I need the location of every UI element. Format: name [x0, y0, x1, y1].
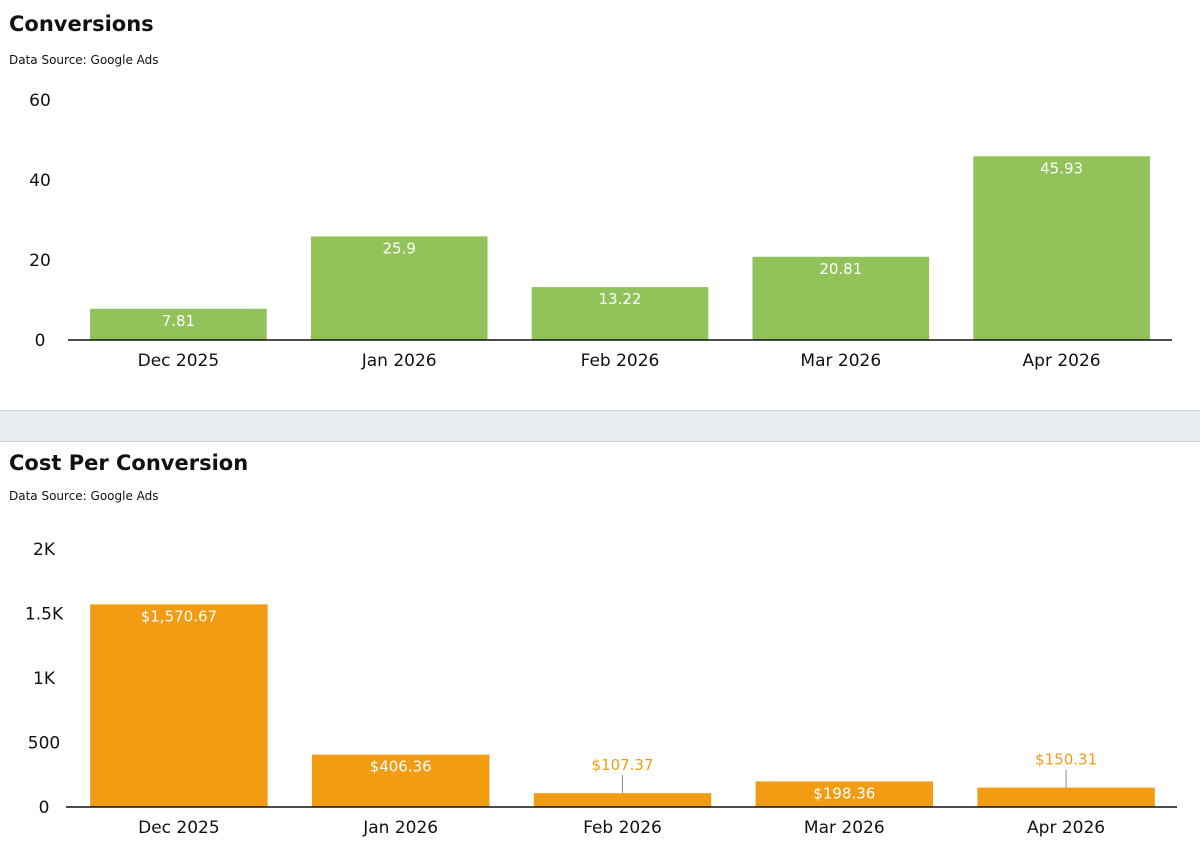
data-label: $406.36 [370, 758, 432, 776]
chart-title: Conversions [9, 12, 154, 36]
bar [973, 156, 1150, 340]
x-tick-label: Apr 2026 [1027, 818, 1105, 838]
data-label: 25.9 [382, 239, 415, 257]
chart-title: Cost Per Conversion [9, 451, 249, 475]
cost-per-conversion-chart: 0 500 1K 1.5K 2K $1,570.67 Dec 2025 $406.36 Jan … [25, 540, 1177, 838]
data-label: 13.22 [599, 290, 642, 308]
cost-per-conversion-panel: Cost Per Conversion Data Source: Google … [0, 442, 1200, 864]
x-tick-label: Jan 2026 [362, 818, 438, 838]
x-tick-label: Jan 2026 [361, 351, 437, 371]
y-tick-label: 500 [28, 734, 60, 754]
bar [977, 787, 1155, 807]
y-tick-label: 0 [39, 798, 50, 818]
chart-subtitle: Data Source: Google Ads [9, 489, 159, 503]
x-tick-label: Dec 2025 [138, 351, 220, 371]
bar [752, 256, 930, 340]
conversions-panel: Conversions Data Source: Google Ads 0 20 4… [0, 0, 1200, 410]
bar [531, 287, 709, 340]
y-tick-label: 2K [33, 540, 56, 560]
bar [311, 754, 490, 807]
y-tick-label: 20 [29, 251, 51, 271]
data-label: $107.37 [591, 756, 653, 774]
y-tick-label: 1K [33, 669, 56, 689]
data-label: 7.81 [162, 312, 195, 330]
x-tick-label: Feb 2026 [583, 818, 662, 838]
bar [90, 604, 268, 807]
y-tick-label: 40 [29, 171, 51, 191]
data-label: $1,570.67 [141, 607, 217, 625]
data-label: 45.93 [1040, 159, 1083, 177]
x-tick-label: Feb 2026 [581, 351, 660, 371]
panel-separator [0, 410, 1200, 442]
x-tick-label: Mar 2026 [800, 351, 881, 371]
data-label: 20.81 [819, 260, 862, 278]
chart-subtitle: Data Source: Google Ads [9, 53, 159, 67]
x-tick-label: Apr 2026 [1023, 351, 1101, 371]
y-tick-label: 1.5K [25, 605, 64, 625]
bar [90, 308, 267, 340]
data-label: $198.36 [813, 784, 875, 802]
x-tick-label: Dec 2025 [138, 818, 220, 838]
x-tick-label: Mar 2026 [804, 818, 885, 838]
bar [310, 236, 488, 340]
y-tick-label: 60 [29, 91, 51, 111]
conversions-chart: 0 20 40 60 7.81 Dec 2025 25.9 Jan 2026 13.22 Feb … [29, 91, 1172, 371]
data-label: $150.31 [1035, 751, 1097, 769]
y-tick-label: 0 [35, 331, 46, 351]
bar [533, 793, 712, 807]
bar [755, 781, 934, 807]
